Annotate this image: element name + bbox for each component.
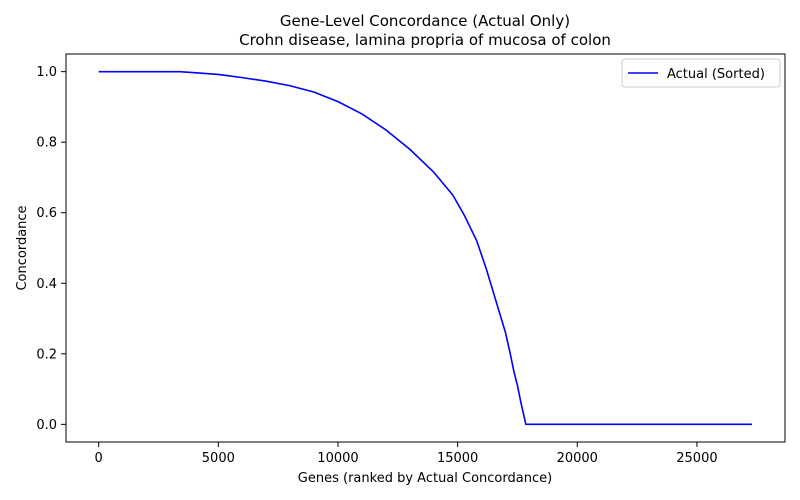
- y-axis: 0.0 0.2 0.4 0.6 0.8 1.0: [36, 65, 66, 433]
- legend-box: [621, 58, 781, 88]
- y-axis-label: Concordance: [15, 205, 30, 290]
- y-tick-label: 0.0: [36, 418, 57, 433]
- legend: Actual (Sorted): [621, 58, 781, 88]
- series-line-actual-sorted: [98, 70, 752, 426]
- x-tick-label: 15000: [437, 451, 478, 466]
- y-tick-label: 0.4: [36, 277, 57, 292]
- x-tick-label: 20000: [557, 451, 598, 466]
- legend-entry-actual-sorted: Actual (Sorted): [667, 67, 765, 82]
- y-tick-label: 0.8: [36, 136, 57, 151]
- x-axis: 0 5000 10000 15000 20000 25000: [95, 442, 718, 466]
- plot-frame: [65, 53, 786, 443]
- x-axis-label: Genes (ranked by Actual Concordance): [298, 471, 552, 486]
- y-tick-label: 0.2: [36, 347, 57, 362]
- chart-title: Gene-Level Concordance (Actual Only): [280, 12, 570, 30]
- x-tick-label: 0: [95, 451, 103, 466]
- x-tick-label: 25000: [676, 451, 717, 466]
- x-tick-label: 10000: [317, 451, 358, 466]
- chart-subtitle: Crohn disease, lamina propria of mucosa …: [239, 31, 611, 49]
- series-layer: [98, 70, 752, 426]
- x-tick-label: 5000: [202, 451, 235, 466]
- y-tick-label: 1.0: [36, 65, 57, 80]
- y-tick-label: 0.6: [36, 206, 57, 221]
